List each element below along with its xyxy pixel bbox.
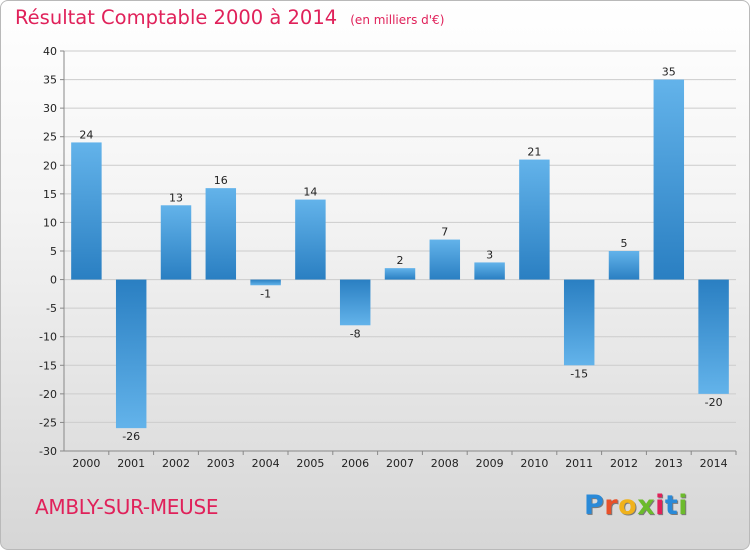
x-tick-label: 2012 xyxy=(610,457,638,470)
bar xyxy=(384,268,416,280)
data-label: 3 xyxy=(486,248,493,261)
y-tick-label: -5 xyxy=(46,302,57,315)
commune-name: AMBLY-SUR-MEUSE xyxy=(35,495,219,519)
x-tick-label: 2003 xyxy=(207,457,235,470)
logo-letter: t xyxy=(664,490,679,521)
data-label: -8 xyxy=(350,327,361,340)
bar xyxy=(339,279,371,326)
x-tick-label: 2011 xyxy=(565,457,593,470)
axes xyxy=(60,50,737,455)
logo-letter: o xyxy=(618,490,638,521)
x-tick-label: 2004 xyxy=(252,457,280,470)
data-label: 21 xyxy=(527,146,541,159)
data-label: 16 xyxy=(214,174,228,187)
bar xyxy=(429,239,461,280)
y-tick-label: -25 xyxy=(39,416,57,429)
logo-letter: i xyxy=(655,490,665,521)
data-label: -20 xyxy=(705,396,723,409)
x-tick-label: 2010 xyxy=(520,457,548,470)
y-tick-label: 30 xyxy=(43,102,57,115)
x-tick-label: 2008 xyxy=(431,457,459,470)
data-label: 7 xyxy=(441,226,448,239)
proxiti-logo: Proxiti xyxy=(584,490,688,521)
x-tick-label: 2002 xyxy=(162,457,190,470)
y-tick-label: 40 xyxy=(43,45,57,58)
y-tick-label: 25 xyxy=(43,131,57,144)
data-label: -26 xyxy=(122,430,140,443)
x-tick-label: 2014 xyxy=(700,457,728,470)
x-tick-label: 2009 xyxy=(476,457,504,470)
chart-title: Résultat Comptable 2000 à 2014 xyxy=(15,6,338,29)
y-tick-label: 20 xyxy=(43,159,57,172)
logo-letter: r xyxy=(604,490,619,521)
x-tick-label: 2007 xyxy=(386,457,414,470)
data-label: 14 xyxy=(303,186,317,199)
x-tick-label: 2006 xyxy=(341,457,369,470)
bar xyxy=(205,188,237,280)
logo-letter: x xyxy=(637,490,656,521)
y-tick-label: -15 xyxy=(39,359,57,372)
bar xyxy=(250,279,281,286)
logo-letter: P xyxy=(584,490,605,521)
y-tick-label: -30 xyxy=(39,445,57,458)
bars xyxy=(71,79,729,429)
y-tick-label: 0 xyxy=(50,274,57,287)
logo-letter: i xyxy=(678,490,689,521)
data-label: -1 xyxy=(260,287,271,300)
x-tick-label: 2001 xyxy=(117,457,145,470)
bar xyxy=(295,199,326,280)
y-tick-label: 35 xyxy=(43,74,57,87)
bar xyxy=(653,79,685,280)
y-tick-label: 15 xyxy=(43,188,57,201)
data-label: 5 xyxy=(621,237,628,250)
data-label: -15 xyxy=(570,367,588,380)
y-tick-label: -10 xyxy=(39,331,57,344)
y-tick-label: 5 xyxy=(50,245,57,258)
bar xyxy=(698,279,729,394)
data-label: 2 xyxy=(397,254,404,267)
title-row: Résultat Comptable 2000 à 2014 (en milli… xyxy=(15,6,444,29)
x-tick-label: 2000 xyxy=(72,457,100,470)
x-tick-label: 2013 xyxy=(655,457,683,470)
y-tick-label: -20 xyxy=(39,388,57,401)
bar xyxy=(474,262,505,280)
data-label: 24 xyxy=(79,128,93,141)
bar xyxy=(115,279,147,429)
bar xyxy=(563,279,595,366)
bar xyxy=(160,205,192,280)
bar xyxy=(519,159,550,280)
data-label: 35 xyxy=(662,66,676,79)
labels: -30-25-20-15-10-50510152025303540242000-… xyxy=(39,45,728,470)
bar xyxy=(608,251,640,280)
data-label: 13 xyxy=(169,191,183,204)
chart-subtitle: (en milliers d'€) xyxy=(350,13,445,27)
x-tick-label: 2005 xyxy=(296,457,324,470)
y-tick-label: 10 xyxy=(43,216,57,229)
bar xyxy=(71,142,102,280)
